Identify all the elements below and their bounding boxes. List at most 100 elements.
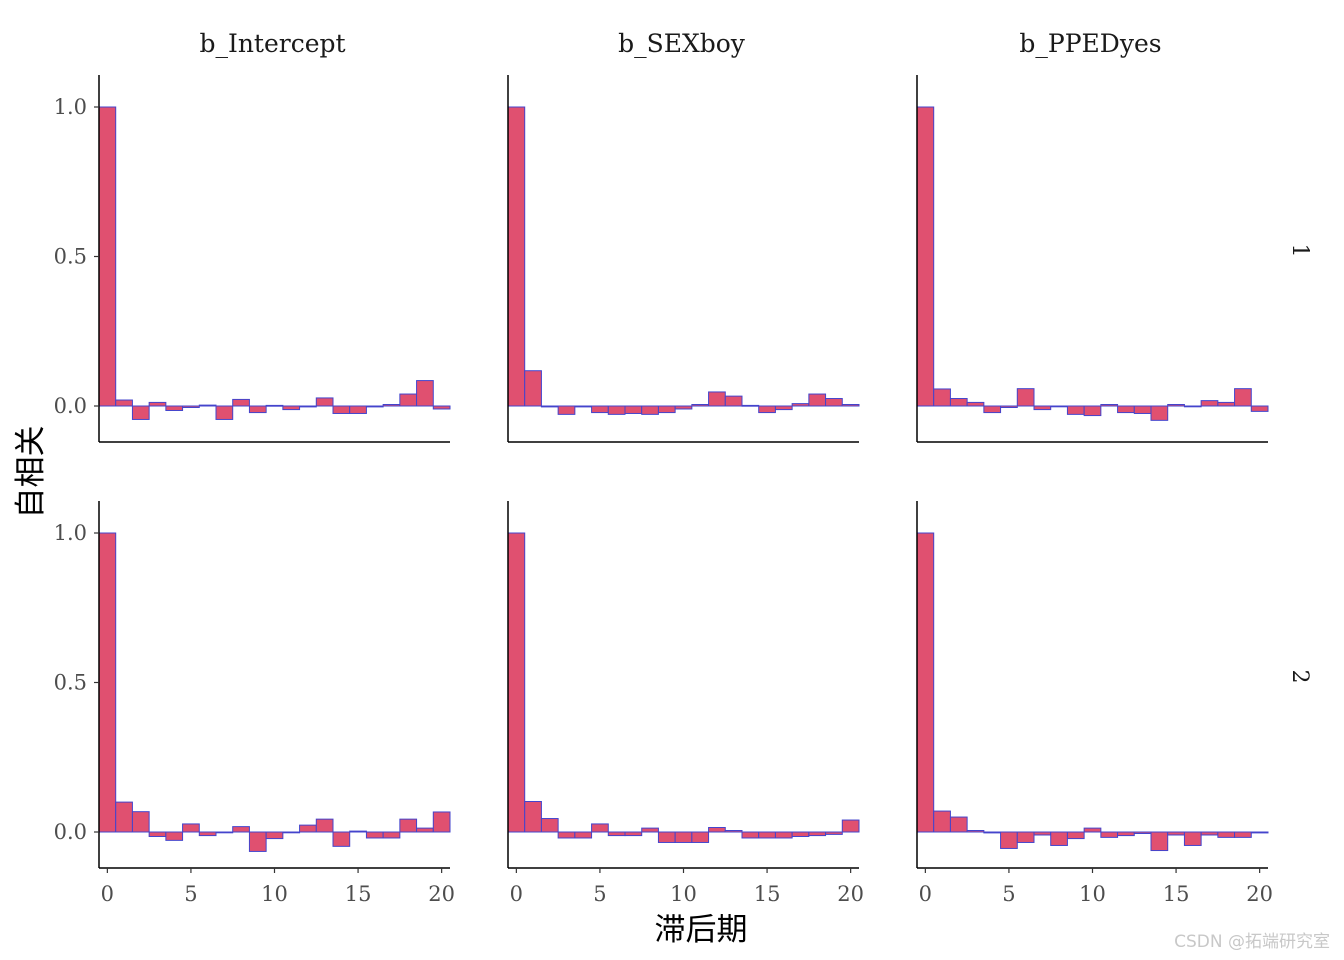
acf-bar-lag-5	[591, 823, 609, 833]
acf-bar-lag-19	[825, 831, 843, 835]
x-tick-label: 0	[101, 882, 114, 906]
facet-title-b_PPEDyes: b_PPEDyes	[1019, 29, 1161, 58]
acf-bar-lag-20	[1250, 405, 1269, 412]
acf-bar-lag-19	[416, 380, 434, 407]
acf-bar-lag-11	[282, 405, 301, 411]
acf-bar-lag-4	[574, 405, 593, 408]
acf-bar-lag-8	[232, 826, 250, 833]
acf-bar-lag-16	[1183, 831, 1202, 846]
y-tick-label: 1.0	[54, 521, 87, 545]
acf-bar-lag-6	[607, 405, 626, 415]
x-tick-label: 5	[593, 882, 606, 906]
acf-bar-lag-14	[1150, 831, 1169, 852]
acf-bar-lag-15	[1167, 831, 1185, 836]
panel-b_Intercept-row-2: 0.0 0.5 1.0 0 5 10 15 20	[54, 501, 455, 906]
acf-bar-lag-14	[1150, 405, 1169, 421]
facet-row-label-1: 1	[1287, 244, 1312, 258]
acf-bar-lag-14	[332, 405, 351, 414]
acf-bar-lag-18	[1217, 401, 1236, 407]
acf-bar-lag-10	[265, 831, 284, 840]
acf-bar-lag-1	[933, 810, 951, 833]
acf-bar-lag-18	[1217, 831, 1236, 838]
acf-bar-lag-13	[315, 397, 334, 407]
acf-bar-lag-4	[165, 405, 184, 411]
acf-bar-lag-14	[741, 404, 760, 407]
acf-bar-lag-17	[1200, 831, 1219, 836]
acf-bar-lag-3	[557, 405, 576, 415]
acf-bar-lag-9	[657, 405, 676, 414]
acf-bar-lag-3	[966, 401, 985, 407]
acf-bar-lag-15	[349, 830, 367, 833]
acf-bar-lag-4	[574, 831, 593, 839]
acf-bar-lag-5	[1000, 405, 1018, 408]
acf-bar-lag-9	[1066, 831, 1085, 840]
x-tick-label: 20	[1246, 882, 1273, 906]
acf-bar-lag-16	[774, 831, 793, 839]
acf-bar-lag-6	[198, 831, 217, 837]
facet-title-b_SEXboy: b_SEXboy	[618, 29, 746, 58]
x-axis-title: 滞后期	[655, 912, 748, 948]
acf-bar-lag-9	[248, 831, 267, 852]
x-tick-label: 10	[670, 882, 697, 906]
acf-bar-lag-11	[1100, 404, 1119, 407]
acf-bar-lag-20	[841, 404, 860, 407]
acf-bar-lag-2	[540, 818, 559, 833]
acf-bar-lag-7	[624, 405, 643, 414]
acf-bar-lag-19	[1234, 831, 1252, 838]
watermark: CSDN @拓端研究室	[1174, 932, 1330, 952]
acf-bar-lag-14	[332, 831, 351, 847]
panel-b_PPEDyes-row-1	[916, 75, 1269, 443]
acf-bar-lag-4	[983, 405, 1002, 414]
y-tick-label: 0.0	[54, 394, 87, 418]
x-tick-label: 15	[1163, 882, 1190, 906]
acf-bar-lag-8	[1050, 405, 1068, 408]
acf-bar-lag-20	[432, 811, 451, 833]
x-tick-label: 0	[919, 882, 932, 906]
acf-bar-lag-10	[1083, 405, 1102, 417]
acf-bar-lag-1	[115, 399, 133, 407]
acf-bar-lag-11	[282, 831, 301, 834]
acf-bar-lag-20	[1250, 831, 1269, 834]
acf-bar-lag-1	[933, 388, 951, 407]
acf-bar-lag-3	[966, 830, 985, 833]
acf-bar-lag-0	[507, 532, 526, 833]
acf-bar-lag-4	[983, 831, 1002, 834]
acf-bar-lag-8	[232, 398, 250, 407]
y-tick-label: 0.5	[54, 671, 87, 695]
acf-bar-lag-15	[1167, 404, 1185, 407]
acf-bar-lag-16	[774, 405, 793, 411]
acf-bar-lag-20	[432, 405, 451, 410]
acf-bar-lag-9	[657, 831, 676, 843]
acf-bar-lag-12	[299, 824, 317, 833]
y-tick-label: 1.0	[54, 95, 87, 119]
acf-bar-lag-15	[349, 405, 367, 414]
acf-bar-lag-12	[1117, 831, 1135, 837]
facet-title-b_Intercept: b_Intercept	[199, 29, 345, 58]
acf-bar-lag-9	[1066, 405, 1085, 415]
acf-bar-lag-11	[691, 831, 710, 843]
acf-bar-lag-1	[524, 370, 542, 407]
acf-bar-lag-13	[724, 830, 743, 833]
x-tick-label: 5	[1002, 882, 1015, 906]
acf-bar-lag-18	[399, 818, 418, 833]
x-tick-label: 0	[510, 882, 523, 906]
x-tick-label: 10	[261, 882, 288, 906]
acf-bar-lag-12	[1117, 405, 1135, 414]
acf-bar-lag-13	[315, 818, 334, 833]
panel-b_Intercept-row-1: 0.0 0.5 1.0	[54, 75, 451, 443]
acf-bar-lag-2	[949, 816, 968, 833]
acf-bar-lag-11	[1100, 831, 1119, 838]
acf-bar-lag-2	[131, 811, 150, 833]
acf-bar-lag-4	[165, 831, 184, 841]
acf-bar-lag-19	[1234, 388, 1252, 407]
acf-bar-lag-17	[791, 831, 810, 837]
acf-bar-lag-19	[825, 398, 843, 407]
panel-b_PPEDyes-row-2: 0 5 10 15 20	[916, 501, 1273, 906]
acf-bar-lag-0	[916, 532, 935, 833]
acf-bar-lag-1	[524, 801, 542, 833]
x-tick-label: 5	[184, 882, 197, 906]
acf-bar-lag-2	[131, 405, 150, 420]
acf-bar-lag-12	[299, 405, 317, 408]
x-tick-label: 20	[428, 882, 455, 906]
